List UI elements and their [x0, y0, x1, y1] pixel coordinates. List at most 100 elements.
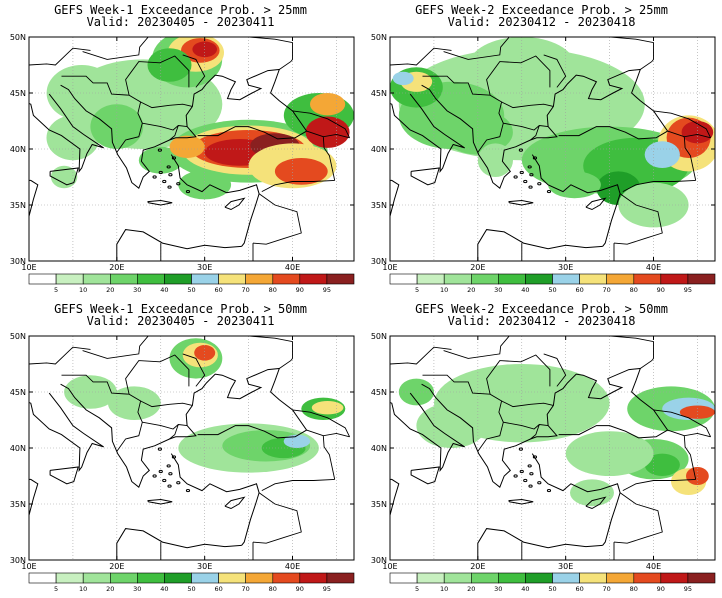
colorbar-segment — [82, 572, 111, 584]
colorbar-label: 60 — [214, 286, 222, 294]
prob-area — [194, 345, 216, 361]
colorbar-label: 50 — [187, 286, 195, 294]
country-border — [142, 122, 188, 131]
country-border — [322, 432, 350, 480]
coastline — [410, 167, 440, 186]
colorbar-segment — [389, 572, 418, 584]
colorbar-label: 20 — [467, 286, 475, 294]
prob-area — [46, 65, 117, 121]
country-border — [543, 353, 567, 387]
lat-tick-label: 45N — [10, 388, 26, 397]
island — [158, 170, 163, 175]
precip-shading — [46, 37, 354, 200]
island — [519, 469, 524, 474]
island — [523, 179, 528, 184]
lat-tick-label: 50N — [10, 332, 26, 341]
colorbar-label: 90 — [296, 585, 304, 593]
coastline — [421, 68, 669, 190]
colorbar-segment — [606, 273, 635, 285]
country-border — [501, 400, 554, 408]
island — [157, 148, 162, 152]
prob-area — [274, 158, 328, 185]
colorbar-label: 30 — [133, 585, 141, 593]
country-border — [152, 15, 222, 33]
coastline — [60, 367, 308, 489]
colorbar-label: 60 — [575, 286, 583, 294]
prob-area — [398, 378, 434, 406]
island — [162, 179, 167, 184]
colorbar-segment — [326, 572, 355, 584]
lon-tick-label: 10E — [382, 562, 397, 571]
coastline — [147, 199, 173, 206]
island — [519, 170, 524, 175]
colorbar-segment — [498, 572, 526, 584]
prob-area — [305, 116, 350, 148]
lat-tick-label: 45N — [10, 89, 26, 98]
colorbar-segment — [416, 273, 445, 285]
lat-tick-label: 35N — [10, 201, 26, 210]
prob-area — [681, 121, 714, 144]
colorbar-label: 70 — [603, 585, 611, 593]
coastline — [714, 397, 715, 400]
colorbar-label: 30 — [494, 286, 502, 294]
country-border — [503, 421, 549, 430]
coastline — [378, 115, 387, 133]
colorbar-segment — [687, 572, 716, 584]
coastline — [353, 98, 354, 101]
country-border — [29, 346, 91, 365]
lon-tick-label: 20E — [109, 562, 124, 571]
colorbar-segment — [191, 273, 219, 285]
island — [513, 175, 518, 179]
country-border — [443, 37, 510, 60]
colorbar-segment — [299, 273, 328, 285]
coastline — [390, 93, 465, 173]
country-border — [443, 336, 510, 359]
country-border — [261, 179, 335, 192]
island — [168, 472, 173, 476]
colorbar-segment — [687, 273, 716, 285]
colorbar-label: 50 — [548, 585, 556, 593]
colorbar-label: 95 — [684, 286, 692, 294]
colorbar-label: 80 — [269, 286, 277, 294]
coastline — [29, 93, 104, 173]
coastline — [29, 478, 39, 516]
panel-week2-25mm: GEFS Week-2 Exceedance Prob. > 25mm Vali… — [361, 0, 722, 299]
prob-area — [147, 48, 192, 82]
lat-tick-label: 40N — [10, 444, 26, 453]
panel-valid-dates: Valid: 20230412 - 20230418 — [447, 15, 636, 29]
island — [513, 474, 518, 478]
coastline — [60, 68, 308, 190]
colorbar-label: 40 — [160, 286, 168, 294]
colorbar-label: 40 — [160, 585, 168, 593]
island — [185, 488, 191, 493]
country-border — [82, 37, 149, 60]
country-border — [306, 429, 324, 437]
country-border — [622, 478, 696, 491]
map-week1-50mm: 30N 35N 40N 45N 50N 10E 20E 30E 40E 5 10 20 30 40 50 60… — [10, 332, 355, 593]
panel-valid-dates: Valid: 20230412 - 20230418 — [447, 314, 636, 328]
colorbar-label: 10 — [440, 286, 448, 294]
island — [162, 478, 167, 483]
island — [166, 464, 171, 468]
lon-tick-label: 40E — [285, 263, 300, 272]
country-border — [513, 15, 583, 33]
lon-tick-label: 20E — [109, 263, 124, 272]
country-border — [169, 125, 179, 141]
lat-tick-label: 30N — [371, 257, 387, 266]
country-border — [140, 101, 193, 109]
colorbar-label: 80 — [269, 585, 277, 593]
colorbar-segment — [137, 572, 165, 584]
island — [537, 182, 542, 186]
coastline — [17, 414, 26, 432]
lon-tick-label: 20E — [470, 562, 485, 571]
colorbar-label: 70 — [242, 286, 250, 294]
colorbar-label: 90 — [657, 286, 665, 294]
lon-tick-label: 30E — [558, 263, 573, 272]
island — [157, 447, 162, 451]
country-border — [530, 424, 540, 440]
country-border — [125, 55, 190, 96]
coastline — [421, 367, 669, 489]
coastlines — [29, 15, 354, 261]
lat-tick-label: 40N — [371, 145, 387, 154]
lon-tick-label: 30E — [558, 562, 573, 571]
